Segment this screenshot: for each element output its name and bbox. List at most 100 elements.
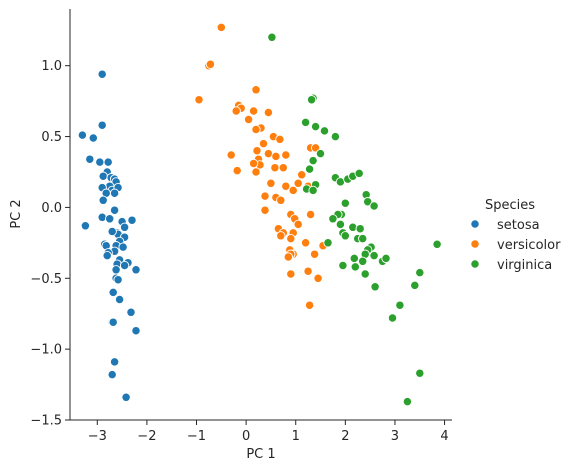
point-virginica (415, 267, 425, 278)
point-versicolor (226, 150, 236, 160)
point-virginica (354, 168, 364, 179)
point-virginica (267, 32, 277, 42)
y-tick-label: −1.5 (30, 414, 62, 429)
point-setosa (118, 242, 128, 252)
point-versicolor (271, 151, 281, 162)
point-virginica (360, 269, 370, 279)
point-virginica (308, 155, 318, 166)
legend-marker-setosa (470, 219, 480, 229)
point-virginica (370, 282, 380, 292)
point-versicolor (258, 138, 269, 149)
point-virginica (348, 222, 358, 232)
point-virginica (319, 126, 330, 136)
x-tick-label: −2 (137, 429, 156, 444)
point-setosa (109, 188, 120, 198)
data-points (77, 22, 442, 407)
point-virginica (330, 131, 341, 142)
point-versicolor (251, 167, 261, 177)
point-versicolor (286, 233, 296, 244)
point-virginica (300, 117, 311, 128)
point-versicolor (232, 165, 242, 176)
point-setosa (97, 212, 107, 222)
point-setosa (119, 222, 130, 232)
x-ticks: −3 −2 −1 0 1 2 3 4 (88, 420, 449, 444)
legend-marker-versicolor (470, 239, 480, 249)
point-versicolor (205, 59, 216, 69)
point-versicolor (297, 170, 307, 180)
point-versicolor (263, 107, 274, 118)
point-setosa (109, 205, 120, 215)
point-versicolor (252, 146, 262, 156)
point-versicolor (309, 249, 320, 259)
point-virginica (306, 95, 317, 105)
legend-marker-virginica (470, 259, 480, 269)
point-setosa (119, 260, 130, 271)
y-tick-label: −1.0 (30, 343, 62, 358)
legend-label-setosa: setosa (497, 218, 540, 233)
point-versicolor (216, 22, 226, 33)
point-versicolor (275, 134, 285, 145)
point-setosa (126, 307, 136, 317)
point-versicolor (286, 269, 296, 279)
point-setosa (85, 154, 95, 164)
point-virginica (338, 260, 348, 271)
point-setosa (114, 294, 125, 305)
y-tick-label: 0.0 (41, 201, 62, 216)
point-setosa (103, 157, 113, 167)
point-versicolor (313, 273, 323, 283)
point-setosa (95, 157, 105, 167)
point-virginica (363, 197, 373, 207)
point-virginica (340, 231, 350, 241)
point-versicolor (260, 191, 270, 201)
x-tick-label: −3 (88, 429, 107, 444)
x-tick-label: 1 (292, 429, 300, 444)
point-setosa (127, 215, 137, 225)
point-setosa (97, 120, 107, 130)
point-virginica (358, 256, 368, 266)
point-setosa (102, 250, 112, 261)
point-setosa (98, 171, 108, 181)
point-versicolor (303, 266, 313, 276)
point-versicolor (293, 219, 303, 230)
point-versicolor (293, 178, 303, 188)
point-virginica (355, 224, 365, 234)
point-setosa (97, 69, 107, 79)
point-setosa (108, 287, 118, 298)
legend-title: Species (485, 198, 535, 213)
point-setosa (113, 275, 123, 285)
point-setosa (107, 226, 117, 237)
point-virginica (402, 396, 413, 407)
point-virginica (350, 262, 360, 272)
point-virginica (308, 185, 318, 196)
point-virginica (340, 198, 350, 208)
point-virginica (358, 233, 368, 244)
y-axis-label: PC 2 (9, 199, 24, 228)
point-setosa (131, 326, 141, 336)
point-versicolor (260, 205, 270, 215)
point-setosa (131, 265, 141, 275)
y-ticks: −1.5 −1.0 −0.5 0.0 0.5 1.0 (30, 59, 70, 429)
point-setosa (109, 357, 120, 367)
axes (69, 9, 452, 421)
point-versicolor (231, 106, 241, 116)
point-setosa (88, 133, 98, 143)
point-virginica (304, 164, 315, 174)
point-versicolor (276, 231, 286, 241)
point-virginica (335, 219, 346, 230)
point-virginica (310, 121, 321, 132)
point-versicolor (266, 178, 276, 188)
point-versicolor (281, 150, 291, 160)
legend-label-virginica: virginica (497, 258, 552, 273)
x-axis-label: PC 1 (246, 447, 275, 462)
point-versicolor (288, 185, 298, 196)
point-versicolor (304, 300, 315, 310)
point-setosa (111, 265, 121, 275)
point-versicolor (251, 85, 261, 95)
point-setosa (108, 317, 118, 327)
point-setosa (80, 221, 91, 231)
point-setosa (105, 214, 115, 224)
x-tick-label: −1 (187, 429, 206, 444)
point-versicolor (248, 158, 259, 169)
point-virginica (328, 214, 338, 224)
